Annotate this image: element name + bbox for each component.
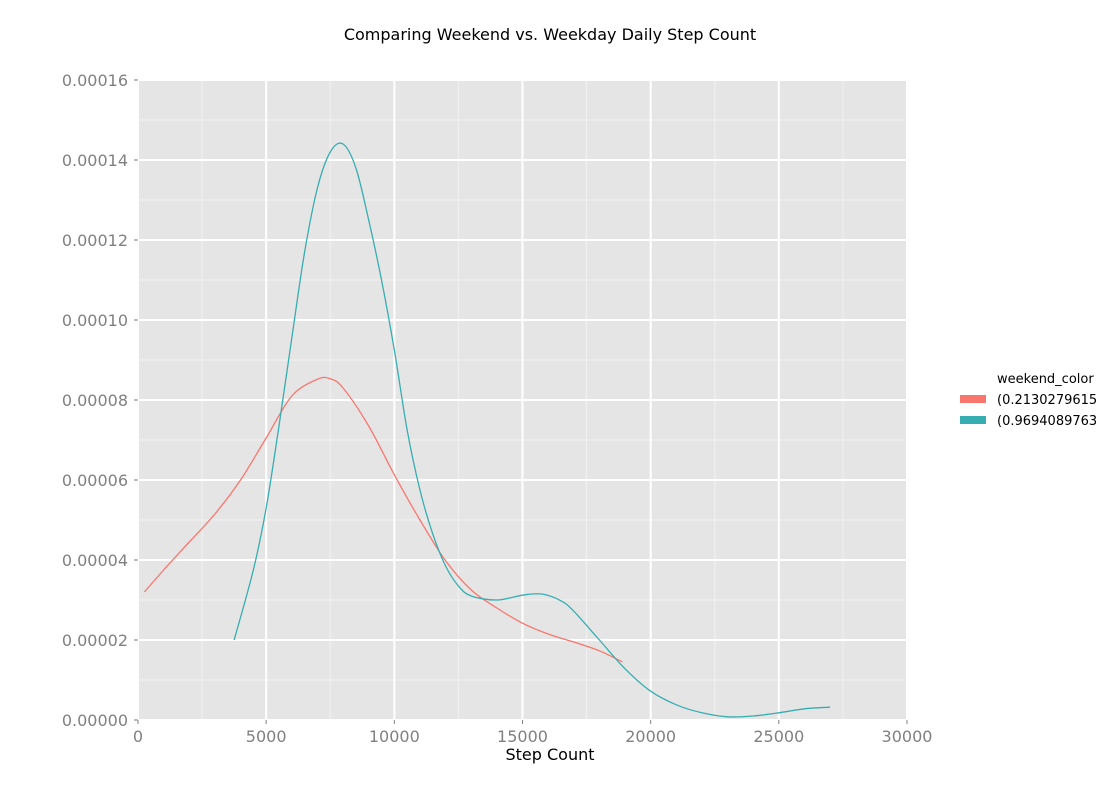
x-axis-label: Step Count (505, 745, 594, 764)
y-tick-label: 0.00000 (62, 711, 128, 730)
x-axis-ticks: 0 5000 10000 15000 20000 25000 30000 (133, 720, 933, 746)
legend: weekend_color (0.2130279615 (0.9694089763 (960, 372, 1097, 429)
y-tick-label: 0.00004 (62, 551, 128, 570)
legend-title: weekend_color (997, 372, 1094, 387)
series-line-0 (143, 376, 623, 663)
y-tick-label: 0.00012 (62, 231, 128, 250)
x-tick-label: 15000 (497, 727, 548, 746)
series-line-1 (233, 142, 831, 718)
x-tick-label: 10000 (369, 727, 420, 746)
y-tick-label: 0.00006 (62, 471, 128, 490)
legend-label: (0.9694089763 (997, 414, 1097, 429)
y-tick-label: 0.00016 (62, 71, 128, 90)
x-tick-label: 20000 (625, 727, 676, 746)
series-lines (143, 142, 831, 718)
x-tick-label: 0 (133, 727, 143, 746)
legend-label: (0.2130279615 (997, 393, 1097, 408)
y-axis-ticks: 0.00000 0.00002 0.00004 0.00006 0.00008 0.000… (62, 71, 138, 730)
legend-swatch (960, 395, 986, 403)
x-tick-label: 5000 (246, 727, 287, 746)
y-tick-label: 0.00002 (62, 631, 128, 650)
y-tick-label: 0.00014 (62, 151, 128, 170)
y-tick-label: 0.00008 (62, 391, 128, 410)
legend-items: (0.2130279615 (0.9694089763 (960, 393, 1097, 429)
x-tick-label: 25000 (753, 727, 804, 746)
x-tick-label: 30000 (882, 727, 933, 746)
legend-swatch (960, 416, 986, 424)
y-tick-label: 0.00010 (62, 311, 128, 330)
chart-title: Comparing Weekend vs. Weekday Daily Step… (344, 25, 756, 44)
